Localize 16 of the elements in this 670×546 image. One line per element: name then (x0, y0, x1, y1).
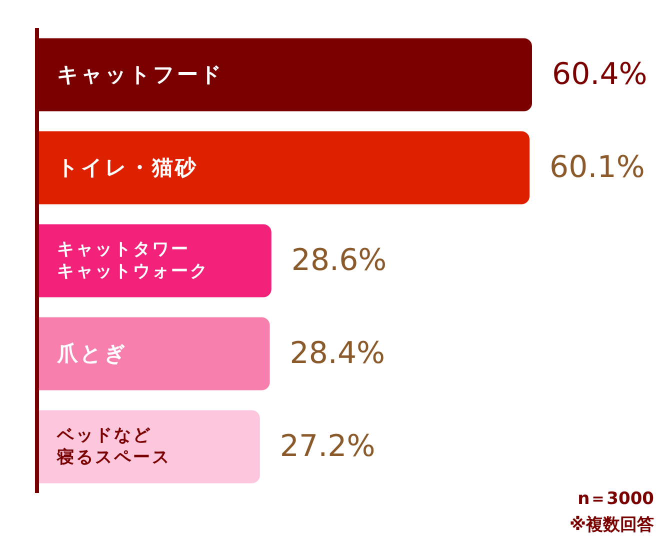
y-tick-label: ベッドなど寝るスペース (56, 426, 171, 468)
text: ※複数回答 (569, 514, 654, 537)
bar (37, 224, 272, 298)
y-tick-label: キャットタワーキャットウォーク (57, 240, 209, 282)
data-label: 28.6% (291, 243, 387, 278)
data-label: 60.1% (550, 150, 645, 186)
text: n＝3000 (576, 488, 654, 511)
bar (37, 131, 530, 204)
data-label: 27.2% (280, 429, 376, 464)
y-tick-label: トイレ・猫砂 (57, 156, 198, 180)
y-tick-label: キャットフード (57, 62, 224, 87)
data-label: 60.4% (552, 57, 648, 92)
y-tick-label: 爪とぎ (56, 342, 128, 366)
bar (37, 410, 260, 484)
bar (37, 317, 270, 390)
data-label: 28.4% (290, 336, 386, 372)
